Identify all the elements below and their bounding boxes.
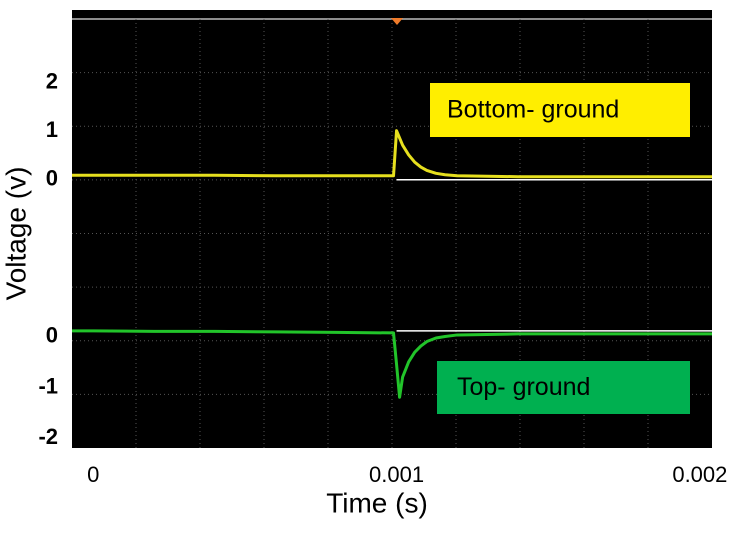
y-axis-label: Voltage (v) bbox=[0, 167, 31, 301]
y-tick-label: 0 bbox=[46, 323, 58, 348]
y-tick-label: -1 bbox=[38, 373, 58, 398]
x-tick-label: 0.002 bbox=[672, 462, 727, 487]
trigger-marker bbox=[391, 18, 403, 25]
y-tick-label: 0 bbox=[46, 166, 58, 191]
label-box bbox=[437, 361, 690, 414]
trace bbox=[72, 329, 712, 399]
x-axis-label: Time (s) bbox=[326, 487, 428, 518]
trace-label: Top- ground bbox=[457, 373, 590, 401]
trace bbox=[72, 129, 712, 179]
trace-label: Bottom- ground bbox=[447, 96, 619, 124]
x-tick-label: 0 bbox=[87, 462, 99, 487]
label-box bbox=[430, 83, 690, 137]
graticule bbox=[72, 19, 712, 448]
y-tick-label: -2 bbox=[38, 424, 58, 449]
x-tick-label: 0.001 bbox=[369, 462, 424, 487]
y-tick-label: 1 bbox=[46, 117, 58, 142]
y-tick-label: 2 bbox=[46, 69, 58, 94]
